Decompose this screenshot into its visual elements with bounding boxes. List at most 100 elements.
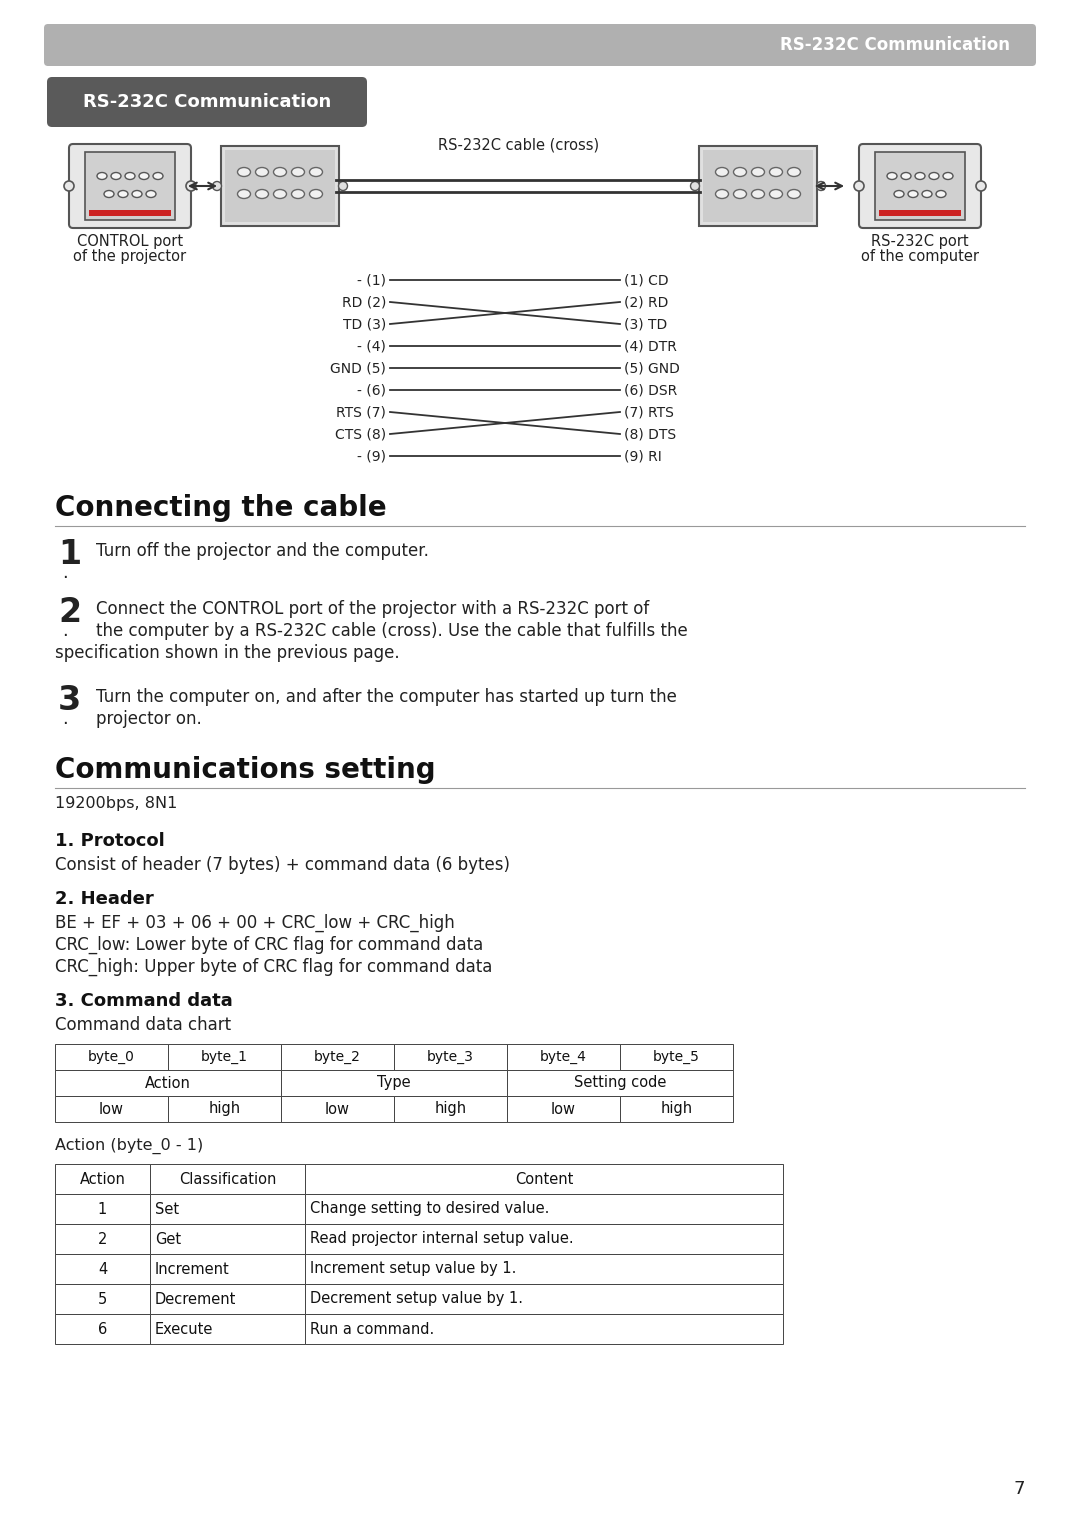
Text: CONTROL port: CONTROL port (77, 234, 184, 249)
Text: RD (2): RD (2) (341, 295, 386, 309)
Ellipse shape (125, 173, 135, 179)
Ellipse shape (111, 173, 121, 179)
Text: Set: Set (156, 1201, 179, 1216)
Text: high: high (434, 1102, 467, 1117)
Ellipse shape (690, 182, 700, 191)
Ellipse shape (292, 168, 305, 177)
Ellipse shape (787, 168, 800, 177)
Ellipse shape (238, 168, 251, 177)
Bar (55, 1193, 150, 1224)
Text: 6: 6 (98, 1322, 107, 1337)
Text: low: low (99, 1102, 124, 1117)
Ellipse shape (769, 168, 783, 177)
Bar (55, 1284, 150, 1314)
Bar (281, 1096, 394, 1122)
Ellipse shape (338, 182, 348, 191)
Ellipse shape (936, 191, 946, 197)
Text: (6) DSR: (6) DSR (624, 384, 677, 397)
Bar (305, 1224, 783, 1254)
Ellipse shape (273, 168, 286, 177)
FancyBboxPatch shape (69, 144, 191, 228)
Bar (703, 150, 813, 222)
Text: Consist of header (7 bytes) + command data (6 bytes): Consist of header (7 bytes) + command da… (55, 856, 510, 874)
Bar (85, 151, 175, 220)
Ellipse shape (816, 182, 825, 191)
Ellipse shape (901, 173, 912, 179)
Ellipse shape (887, 173, 897, 179)
Text: the computer by a RS-232C cable (cross). Use the cable that fulfills the: the computer by a RS-232C cable (cross).… (96, 622, 688, 640)
Ellipse shape (915, 173, 924, 179)
Ellipse shape (273, 189, 286, 199)
Text: .: . (62, 711, 68, 727)
Bar (168, 1044, 281, 1070)
Bar (507, 1070, 733, 1096)
Text: RS-232C Communication: RS-232C Communication (780, 37, 1010, 53)
Bar (150, 1284, 305, 1314)
Ellipse shape (854, 180, 864, 191)
Bar (699, 147, 816, 226)
Text: Action: Action (80, 1172, 125, 1187)
Text: - (9): - (9) (357, 449, 386, 463)
Bar (281, 1044, 394, 1070)
Text: RTS (7): RTS (7) (336, 405, 386, 419)
Text: byte_0: byte_0 (89, 1050, 135, 1063)
Bar (168, 1096, 281, 1122)
Text: Increment setup value by 1.: Increment setup value by 1. (310, 1262, 516, 1276)
Bar (394, 1096, 507, 1122)
Ellipse shape (894, 191, 904, 197)
Text: (4) DTR: (4) DTR (624, 339, 677, 353)
Text: 1: 1 (58, 538, 81, 571)
Text: - (6): - (6) (357, 384, 386, 397)
Bar (620, 1096, 733, 1122)
Text: low: low (325, 1102, 350, 1117)
Ellipse shape (715, 189, 729, 199)
Text: .: . (62, 564, 68, 582)
Ellipse shape (922, 191, 932, 197)
Text: - (4): - (4) (357, 339, 386, 353)
Text: of the projector: of the projector (73, 249, 187, 264)
Bar (879, 209, 961, 215)
Text: 2: 2 (58, 596, 81, 630)
Text: byte_1: byte_1 (201, 1050, 248, 1063)
Text: CTS (8): CTS (8) (335, 426, 386, 442)
Bar (305, 1314, 783, 1345)
Text: .: . (62, 622, 68, 640)
FancyBboxPatch shape (859, 144, 981, 228)
Ellipse shape (752, 189, 765, 199)
Bar (225, 150, 335, 222)
Text: TD (3): TD (3) (342, 316, 386, 332)
Bar (89, 209, 171, 215)
Text: (9) RI: (9) RI (624, 449, 662, 463)
Bar (394, 1044, 507, 1070)
Bar (150, 1314, 305, 1345)
Bar (55, 1096, 168, 1122)
Bar (507, 1096, 620, 1122)
Text: 1: 1 (98, 1201, 107, 1216)
FancyBboxPatch shape (48, 76, 367, 127)
Bar (55, 1314, 150, 1345)
Ellipse shape (153, 173, 163, 179)
Ellipse shape (752, 168, 765, 177)
Ellipse shape (118, 191, 129, 197)
Bar (221, 147, 339, 226)
FancyBboxPatch shape (44, 24, 1036, 66)
Text: specification shown in the previous page.: specification shown in the previous page… (55, 643, 400, 662)
Text: Action (byte_0 - 1): Action (byte_0 - 1) (55, 1138, 203, 1154)
Text: 19200bps, 8N1: 19200bps, 8N1 (55, 796, 177, 811)
Ellipse shape (238, 189, 251, 199)
Ellipse shape (715, 168, 729, 177)
Text: Classification: Classification (179, 1172, 276, 1187)
Ellipse shape (908, 191, 918, 197)
Text: 3: 3 (58, 685, 81, 717)
Text: Setting code: Setting code (573, 1076, 666, 1091)
Text: Read projector internal setup value.: Read projector internal setup value. (310, 1232, 573, 1247)
Ellipse shape (787, 189, 800, 199)
Bar (55, 1070, 281, 1096)
Text: CRC_high: Upper byte of CRC flag for command data: CRC_high: Upper byte of CRC flag for com… (55, 958, 492, 976)
Text: byte_2: byte_2 (314, 1050, 361, 1063)
Ellipse shape (310, 168, 323, 177)
Ellipse shape (292, 189, 305, 199)
Text: Get: Get (156, 1232, 181, 1247)
Text: GND (5): GND (5) (330, 361, 386, 374)
Ellipse shape (186, 180, 195, 191)
